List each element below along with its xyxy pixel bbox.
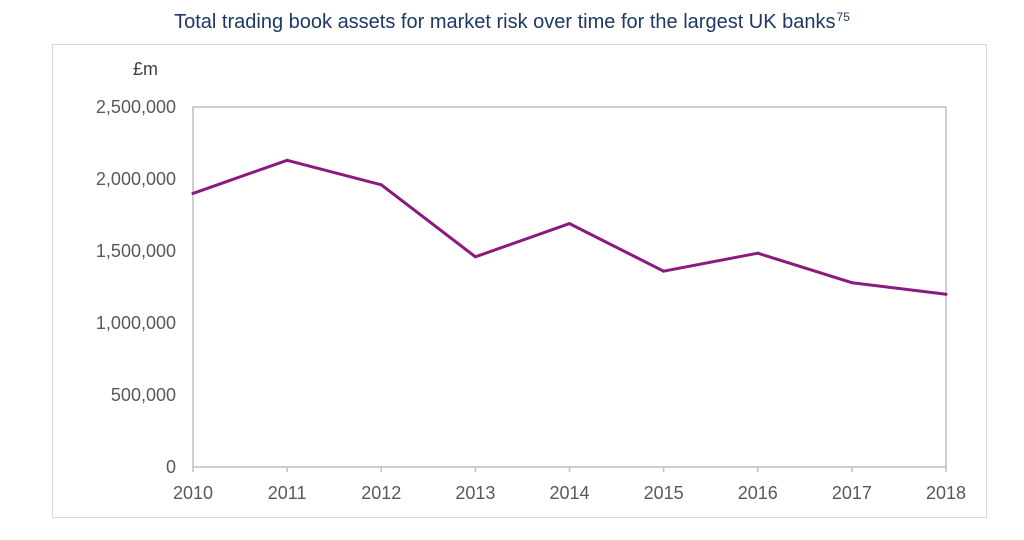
data-point [285, 158, 289, 162]
data-point [191, 191, 195, 195]
y-tick-label: 1,000,000 [96, 313, 176, 333]
data-point [473, 255, 477, 259]
data-point [756, 251, 760, 255]
x-tick-label: 2013 [455, 483, 495, 503]
footnote-marker: 75 [836, 10, 850, 24]
y-tick-label: 500,000 [111, 385, 176, 405]
chart-frame [52, 44, 987, 518]
x-tick-label: 2016 [738, 483, 778, 503]
x-tick-label: 2011 [268, 483, 307, 503]
y-axis-unit-label: £m [133, 59, 158, 79]
data-point [944, 292, 948, 296]
plot-area: 0 500,000 1,000,000 1,500,000 2,000,000 2,500… [96, 97, 966, 503]
plot-border [192, 106, 947, 468]
x-tick-label: 2012 [361, 483, 401, 503]
chart-title: Total trading book assets for market ris… [0, 10, 1024, 34]
x-tick-label: 2010 [173, 483, 213, 503]
y-tick-label: 0 [166, 457, 176, 477]
x-tick-label: 2017 [832, 483, 872, 503]
x-tick-label: 2015 [644, 483, 684, 503]
chart-title-text: Total trading book assets for market ris… [174, 11, 836, 33]
data-point [568, 222, 571, 226]
data-point [662, 269, 666, 273]
series-line [191, 158, 948, 296]
y-tick-label: 2,500,000 [96, 97, 176, 117]
x-tick-label: 2018 [926, 483, 966, 503]
x-tick-label: 2014 [549, 483, 589, 503]
y-tick-label: 1,500,000 [96, 241, 176, 261]
data-point [850, 281, 854, 285]
y-tick-label: 2,000,000 [96, 169, 176, 189]
data-point [379, 183, 383, 187]
